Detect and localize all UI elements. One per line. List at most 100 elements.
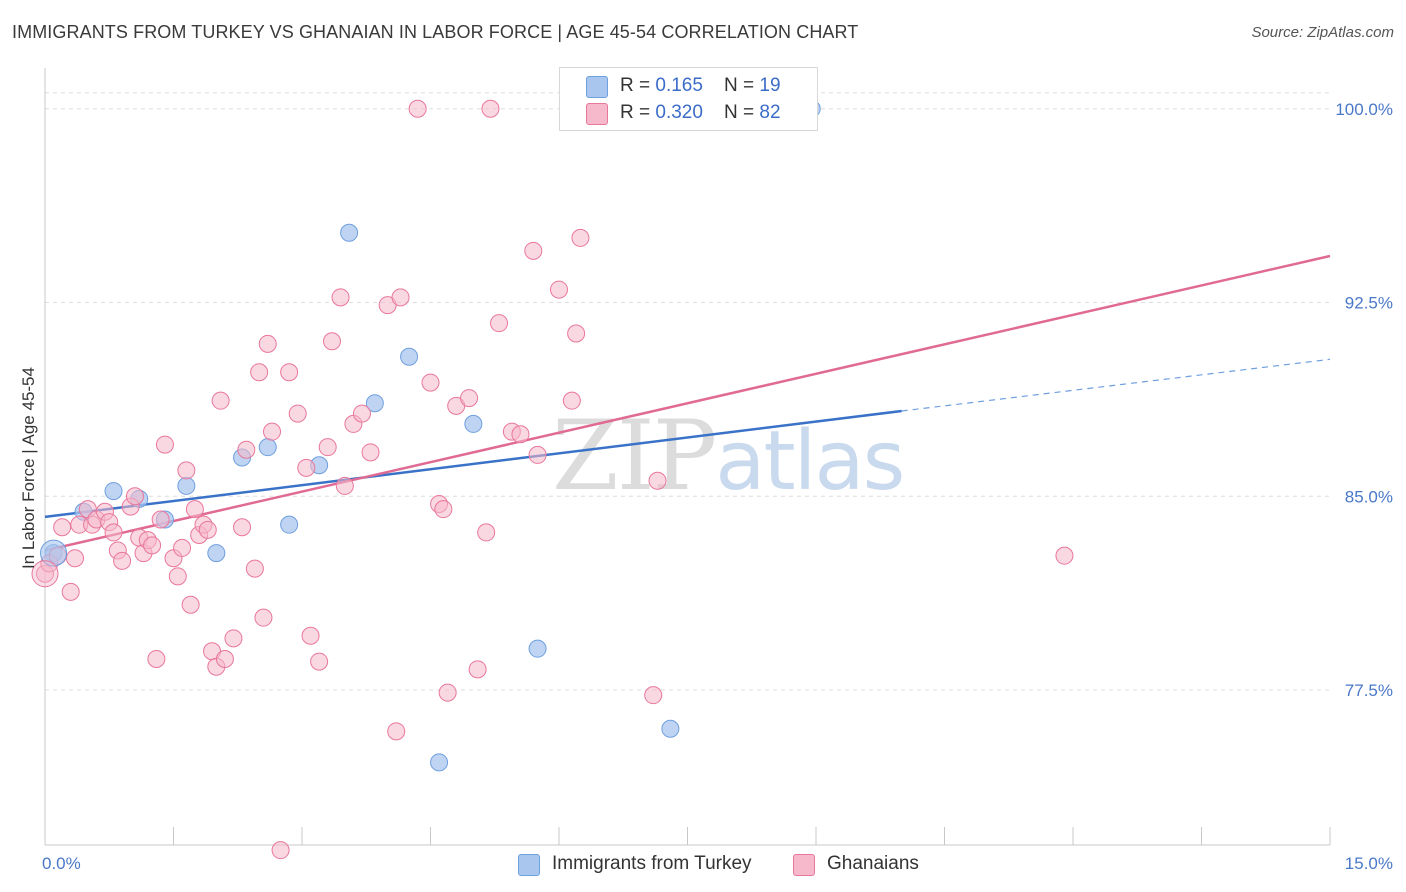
point-ghanaians [434, 500, 453, 519]
y-axis-label: In Labor Force | Age 45-54 [19, 367, 38, 569]
point-ghanaians [408, 99, 427, 118]
point-ghanaians-cluster [31, 560, 59, 588]
point-ghanaians [331, 288, 350, 307]
point-ghanaians [468, 660, 487, 679]
point-ghanaians [511, 425, 530, 444]
bottom-legend-swatch-turkey [518, 854, 540, 876]
watermark-zip: ZIP [552, 400, 717, 512]
point-ghanaians [490, 314, 509, 333]
point-ghanaians [185, 500, 204, 519]
point-ghanaians [644, 686, 663, 705]
x-tick-label: 15.0% [1345, 854, 1393, 873]
point-turkey [400, 347, 419, 366]
point-ghanaians [215, 650, 234, 668]
point-ghanaians [562, 391, 581, 410]
point-ghanaians [263, 422, 282, 441]
point-ghanaians [53, 518, 72, 537]
point-turkey [365, 394, 384, 413]
chart-title: IMMIGRANTS FROM TURKEY VS GHANAIAN IN LA… [12, 22, 859, 42]
point-ghanaians [143, 536, 162, 555]
chart-source: Source: ZipAtlas.com [1251, 24, 1394, 41]
y-tick-label: 85.0% [1345, 487, 1393, 506]
point-ghanaians [528, 445, 547, 464]
point-ghanaians [224, 629, 243, 648]
x-tick-label: 0.0% [42, 854, 81, 873]
tick-labels: 100.0% 92.5% 85.0% 77.5% 0.0% 15.0% [42, 100, 1393, 873]
point-ghanaians [301, 626, 320, 645]
legend-r-label: R = [620, 102, 656, 123]
grid-lines [45, 92, 1330, 691]
trend-line-turkey-extension [901, 358, 1331, 412]
point-ghanaians [151, 510, 170, 529]
axes [44, 68, 1331, 846]
legend-r-label: R = [620, 75, 656, 96]
point-ghanaians [61, 582, 80, 601]
point-ghanaians [352, 404, 371, 423]
point-turkey [177, 476, 196, 495]
legend-swatch-turkey [586, 76, 608, 98]
legend: R = 0.165 N = 19 R = 0.320 N = 82 [559, 67, 818, 131]
point-ghanaians [391, 288, 410, 307]
trend-line-turkey [44, 409, 902, 519]
point-ghanaians [177, 461, 196, 480]
point-ghanaians [1055, 546, 1074, 565]
point-ghanaians [280, 363, 299, 382]
point-turkey [104, 482, 123, 501]
point-ghanaians [168, 567, 187, 586]
point-ghanaians [104, 523, 123, 542]
point-ghanaians [233, 518, 252, 537]
point-ghanaians [173, 538, 192, 557]
legend-r-value: 0.320 [655, 102, 703, 123]
point-ghanaians [335, 476, 354, 495]
point-turkey-cluster [40, 539, 68, 567]
point-ghanaians [460, 389, 479, 408]
point-turkey [430, 753, 449, 772]
point-turkey [207, 544, 226, 563]
point-ghanaians [567, 324, 586, 343]
y-tick-label: 100.0% [1335, 100, 1393, 119]
point-ghanaians [245, 559, 264, 578]
point-ghanaians [481, 99, 500, 118]
point-ghanaians [438, 683, 457, 702]
point-ghanaians [271, 841, 290, 860]
point-turkey [464, 414, 483, 433]
point-ghanaians [361, 443, 380, 462]
point-turkey [258, 438, 277, 457]
point-ghanaians [421, 373, 440, 392]
point-turkey [280, 515, 299, 534]
legend-n-label: N = [724, 75, 760, 96]
legend-swatch-ghanaians [586, 103, 608, 125]
point-ghanaians [250, 363, 269, 382]
legend-n-value: 19 [759, 75, 781, 96]
point-ghanaians [524, 241, 543, 260]
point-ghanaians [181, 595, 200, 614]
legend-n-value: 82 [759, 102, 781, 123]
point-ghanaians [387, 722, 406, 741]
point-ghanaians [198, 520, 217, 539]
point-ghanaians [310, 652, 329, 671]
bottom-legend: Immigrants from Turkey Ghanaians [0, 852, 1406, 878]
y-tick-label: 92.5% [1345, 294, 1393, 313]
point-ghanaians [211, 391, 230, 410]
point-ghanaians [297, 458, 316, 477]
legend-r-value: 0.165 [655, 75, 703, 96]
bottom-legend-swatch-ghanaians [793, 854, 815, 876]
point-ghanaians [237, 440, 256, 459]
point-ghanaians [254, 608, 273, 627]
point-ghanaians [648, 471, 667, 490]
point-turkey [528, 639, 547, 658]
trend-line-ghanaians [44, 254, 1331, 552]
point-ghanaians [125, 487, 144, 506]
point-ghanaians [147, 650, 166, 668]
point-turkey [661, 719, 680, 738]
y-tick-label: 77.5% [1345, 681, 1393, 700]
point-ghanaians [571, 228, 590, 247]
point-ghanaians [318, 438, 337, 457]
point-turkey [340, 223, 359, 242]
point-ghanaians [322, 332, 341, 351]
point-ghanaians [477, 523, 496, 542]
bottom-legend-label: Immigrants from Turkey [552, 853, 752, 874]
point-ghanaians [65, 549, 84, 568]
legend-n-label: N = [724, 102, 760, 123]
